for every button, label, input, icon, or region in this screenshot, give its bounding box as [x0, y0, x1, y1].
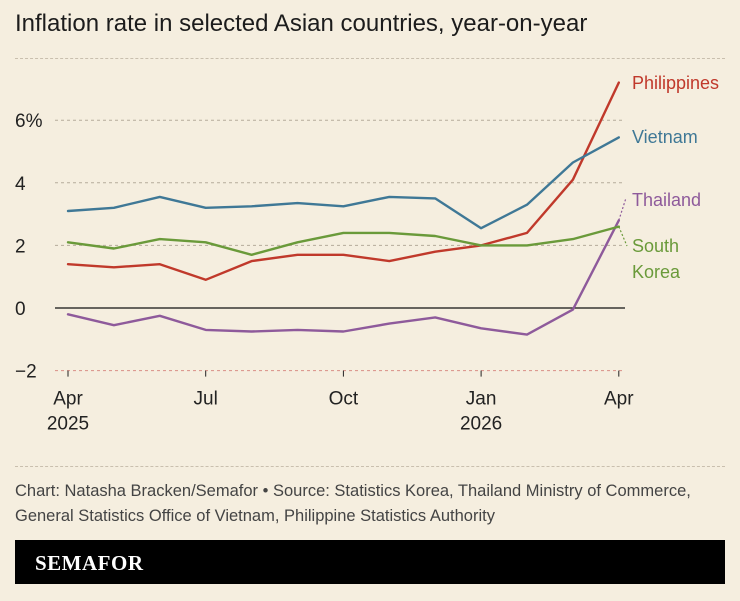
source-note: Chart: Natasha Bracken/Semafor • Source:…	[15, 482, 691, 525]
x-tick-label: Jul	[194, 389, 218, 410]
series-lines	[66, 81, 628, 336]
brand-logo-text: SEMAFOR	[35, 551, 144, 575]
y-axis-ticks: −2 0 2 4 6%	[15, 111, 43, 382]
y-tick-label: 2	[15, 236, 26, 257]
series-labels: Philippines Vietnam Thailand South Korea	[632, 73, 719, 282]
y-tick-label: 6%	[15, 111, 43, 132]
philippines-line	[66, 81, 620, 281]
bottom-divider	[15, 466, 725, 467]
x-tick-label: Jan	[466, 389, 497, 410]
x-tick-label: Oct	[329, 389, 359, 410]
gridlines	[55, 119, 625, 372]
y-tick-label: 4	[15, 174, 26, 195]
x-tick-year-label: 2025	[47, 414, 89, 435]
x-tick-label: Apr	[53, 389, 83, 410]
south-korea-label-connector	[618, 226, 628, 247]
x-tick-year-label: 2026	[460, 414, 502, 435]
y-tick-label: 0	[15, 299, 26, 320]
brand-bar: SEMAFOR	[15, 540, 725, 584]
top-divider	[15, 58, 725, 59]
south-korea-series-label: Korea	[632, 262, 681, 282]
y-tick-label: −2	[15, 362, 37, 383]
thailand-label-connector	[618, 197, 627, 221]
thailand-line	[66, 219, 620, 336]
vietnam-line	[66, 136, 620, 230]
line-chart: −2 0 2 4 6% Apr 2025 Jul Oct Jan 2026 Apr Philippi…	[15, 73, 719, 435]
philippines-series-label: Philippines	[632, 73, 719, 93]
south-korea-line	[66, 225, 620, 257]
south-korea-series-label: South	[632, 236, 679, 256]
chart-title: Inflation rate in selected Asian countri…	[15, 10, 588, 37]
x-tick-label: Apr	[604, 389, 634, 410]
thailand-series-label: Thailand	[632, 190, 701, 210]
x-axis-ticks: Apr 2025 Jul Oct Jan 2026 Apr	[47, 370, 634, 435]
vietnam-series-label: Vietnam	[632, 127, 698, 147]
